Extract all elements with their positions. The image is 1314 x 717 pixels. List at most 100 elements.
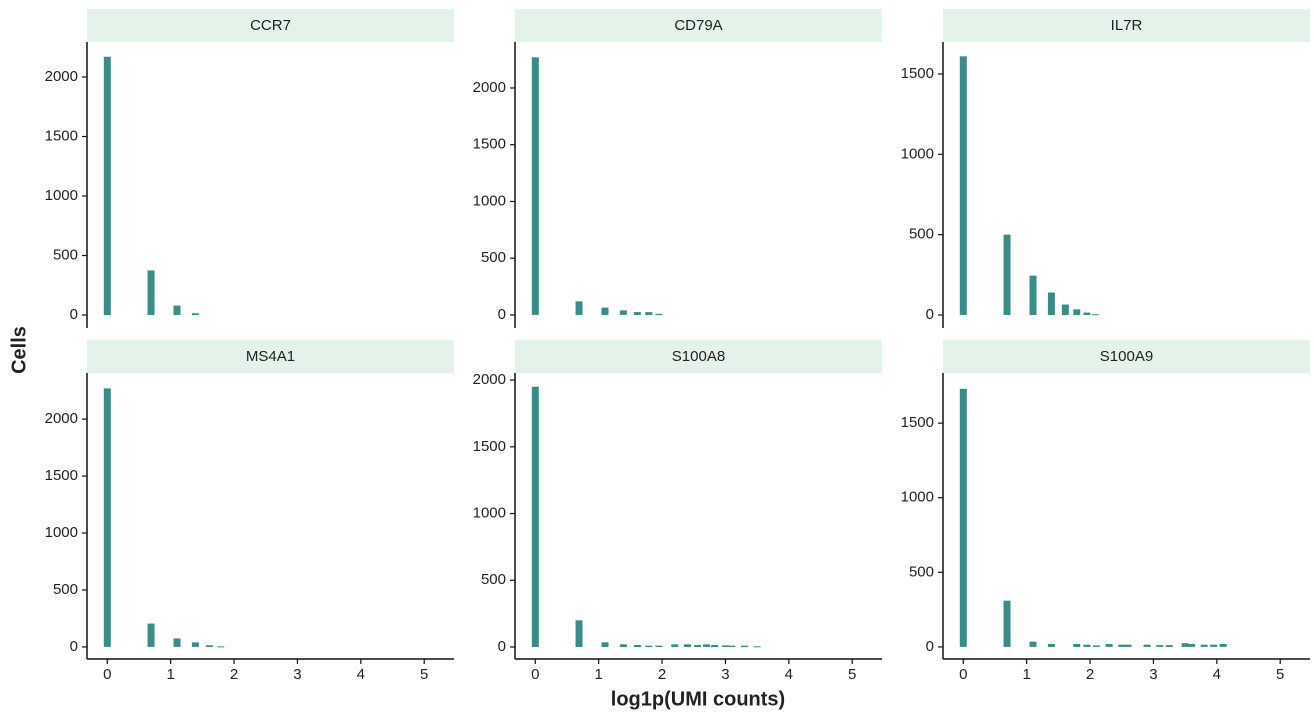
bar (645, 646, 652, 647)
bar (532, 387, 539, 647)
y-tick-label: 0 (926, 638, 934, 655)
bar (960, 389, 967, 647)
bar (634, 645, 641, 647)
x-tick-label: 2 (658, 666, 666, 683)
x-tick-label: 0 (531, 666, 539, 683)
bar (192, 313, 199, 315)
y-tick-label: 500 (481, 249, 506, 266)
y-tick-label: 0 (498, 306, 506, 323)
bar (217, 646, 224, 647)
x-tick-label: 2 (1086, 666, 1094, 683)
panel-title: S100A9 (1100, 348, 1153, 365)
y-tick-label: 500 (909, 563, 934, 580)
y-tick-label: 500 (481, 571, 506, 588)
bar (1144, 645, 1151, 647)
bar (192, 642, 199, 647)
y-tick-label: 0 (70, 638, 78, 655)
bar (671, 644, 678, 647)
bar (960, 56, 967, 315)
x-tick-label: 3 (293, 666, 301, 683)
x-tick-label: 5 (420, 666, 428, 683)
bar (104, 57, 111, 315)
bar (754, 646, 761, 647)
y-tick-label: 1000 (473, 192, 506, 209)
panel-title: IL7R (1111, 17, 1143, 34)
y-axis-label: Cells (8, 326, 30, 374)
bar (602, 308, 609, 315)
y-tick-label: 500 (53, 581, 78, 598)
y-tick-label: 1500 (45, 467, 78, 484)
bar (1210, 645, 1217, 647)
bar (1093, 645, 1100, 646)
x-tick-label: 4 (357, 666, 365, 683)
bar (645, 312, 652, 315)
y-tick-label: 1000 (473, 504, 506, 521)
bar (206, 645, 213, 647)
bar (620, 644, 627, 647)
bar (532, 57, 539, 315)
bar (1188, 644, 1195, 647)
x-tick-label: 1 (594, 666, 602, 683)
y-tick-label: 1500 (901, 414, 934, 431)
panel-title: MS4A1 (246, 348, 295, 365)
bar (711, 645, 718, 647)
bar (634, 312, 641, 315)
bar (576, 301, 583, 315)
bar (741, 646, 748, 647)
bar (722, 645, 729, 647)
y-tick-label: 500 (909, 226, 934, 243)
bar (1062, 305, 1069, 315)
bar (1030, 276, 1037, 315)
x-tick-label: 4 (785, 666, 793, 683)
bar (655, 314, 662, 315)
bar (1166, 645, 1173, 647)
x-tick-label: 0 (103, 666, 111, 683)
y-tick-label: 1000 (901, 145, 934, 162)
bar (694, 645, 701, 647)
y-tick-label: 1000 (45, 187, 78, 204)
y-tick-label: 1500 (45, 127, 78, 144)
bar (174, 306, 181, 316)
y-tick-label: 2000 (45, 68, 78, 85)
bar (703, 644, 710, 647)
panel-title: CD79A (674, 17, 722, 34)
bar (728, 646, 735, 647)
bar (1125, 645, 1132, 647)
bar (684, 644, 691, 647)
y-tick-label: 0 (498, 638, 506, 655)
bar (1156, 645, 1163, 647)
bar (620, 310, 627, 315)
x-tick-label: 1 (166, 666, 174, 683)
bar (1073, 309, 1080, 315)
x-tick-label: 3 (721, 666, 729, 683)
y-tick-label: 0 (70, 306, 78, 323)
x-tick-label: 5 (1276, 666, 1284, 683)
bar (1004, 235, 1011, 315)
y-tick-label: 1000 (45, 524, 78, 541)
bar (602, 642, 609, 647)
y-tick-label: 2000 (473, 371, 506, 388)
x-tick-label: 4 (1213, 666, 1221, 683)
x-axis-label: log1p(UMI counts) (611, 688, 785, 710)
y-tick-label: 1000 (901, 489, 934, 506)
bar (1083, 645, 1090, 647)
bar (1220, 644, 1227, 647)
bar (1048, 644, 1055, 647)
bar (1106, 644, 1113, 647)
bar (1030, 642, 1037, 647)
bar (104, 388, 111, 647)
bar (655, 646, 662, 647)
bar (1083, 313, 1090, 315)
y-tick-label: 1500 (473, 438, 506, 455)
x-tick-label: 5 (848, 666, 856, 683)
bar (576, 620, 583, 647)
y-tick-label: 2000 (473, 79, 506, 96)
x-tick-label: 0 (959, 666, 967, 683)
y-tick-label: 500 (53, 246, 78, 263)
bar (174, 638, 181, 647)
bar (1004, 601, 1011, 647)
bar (1182, 643, 1189, 647)
bar (1201, 645, 1208, 647)
chart: log1p(UMI counts) Cells CCR7050010001500… (0, 0, 1314, 712)
panel-title: S100A8 (672, 348, 725, 365)
